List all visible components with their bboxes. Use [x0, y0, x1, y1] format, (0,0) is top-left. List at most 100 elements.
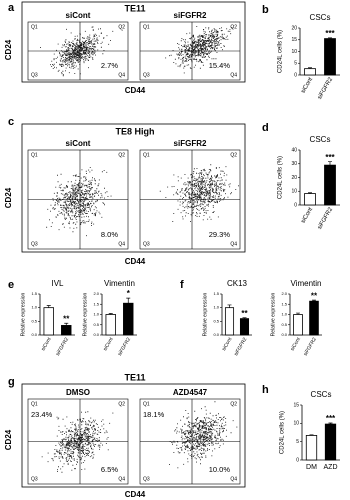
- y-axis-label: Relative expression: [20, 292, 26, 336]
- quadrant-label: Q2: [118, 24, 125, 30]
- plot-label: siFGFR2: [174, 11, 207, 20]
- panel-frame: [21, 123, 246, 253]
- plot-label: siCont: [66, 139, 91, 148]
- error-bar: [242, 317, 247, 319]
- y-axis-label: CD24L cells (%): [278, 156, 284, 199]
- x-tick-label: siCont: [290, 336, 303, 352]
- y-tick-label: 0.0: [93, 332, 99, 337]
- quadrant-label: Q4: [118, 476, 125, 482]
- significance: *: [127, 289, 131, 298]
- y-tick-label: 0.5: [93, 322, 99, 327]
- panel-title: TE8 High: [115, 126, 154, 136]
- y-tick-label: 1.0: [93, 312, 99, 317]
- panel-letter: e: [8, 279, 14, 291]
- panel-title: TE11: [124, 3, 145, 13]
- chart-title: CSCs: [311, 390, 332, 399]
- y-axis-label: Relative expression: [202, 292, 208, 336]
- y-tick-label: 0.5: [31, 318, 37, 323]
- x-axis-label: CD44: [125, 490, 146, 499]
- y-tick-label: 30: [291, 161, 297, 167]
- bar: [304, 193, 316, 206]
- quadrant-label: Q1: [31, 401, 38, 407]
- x-tick-label: siFGFR2: [233, 336, 248, 357]
- quadrant-label: Q3: [143, 476, 150, 482]
- quadrant-percent: 8.0%: [101, 230, 118, 239]
- quadrant-label: Q3: [31, 241, 38, 247]
- bar: [293, 314, 303, 336]
- error-bar: [308, 67, 312, 69]
- error-bar: [328, 37, 332, 39]
- y-tick-label: 0.5: [281, 322, 287, 327]
- y-tick-label: 1.0: [213, 305, 219, 310]
- y-tick-label: 0: [296, 457, 299, 463]
- bar: [324, 423, 337, 461]
- panel-title: TE11: [124, 372, 145, 382]
- y-tick-label: 15: [293, 402, 299, 408]
- x-tick-label: siCont: [300, 207, 314, 225]
- panel-letter: b: [262, 4, 269, 16]
- quadrant-label: Q2: [230, 401, 237, 407]
- y-axis-label: CD24: [4, 429, 13, 450]
- y-tick-label: 40: [291, 147, 297, 153]
- y-tick-label: 0: [294, 72, 297, 78]
- y-axis-label: CD24: [4, 187, 13, 208]
- y-axis-label: Relative expression: [270, 292, 276, 336]
- y-tick-label: 2.0: [93, 291, 99, 296]
- plot-label: DMSO: [66, 388, 90, 397]
- error-bar: [328, 161, 332, 166]
- error-bar: [309, 434, 314, 436]
- y-tick-label: 1.5: [31, 291, 37, 296]
- panel-letter: f: [180, 279, 184, 291]
- y-axis-label: CD24L cells (%): [278, 30, 284, 73]
- y-tick-label: 1.0: [31, 305, 37, 310]
- quadrant-percent: 29.3%: [209, 230, 231, 239]
- plot-label: siCont: [66, 11, 91, 20]
- quadrant-label: Q1: [143, 152, 150, 158]
- y-tick-label: 5: [294, 61, 297, 67]
- y-tick-label: 0.5: [213, 318, 219, 323]
- y-tick-label: 5: [296, 439, 299, 445]
- quadrant-label: Q4: [230, 241, 237, 247]
- bar: [123, 302, 134, 336]
- event-cloud: [40, 26, 123, 77]
- event-cloud: [46, 167, 112, 237]
- y-axis-label: CD24L cells (%): [280, 411, 286, 454]
- bar: [239, 318, 250, 336]
- y-tick-label: 10: [293, 421, 299, 427]
- y-tick-label: 1.5: [281, 301, 287, 306]
- bar: [309, 300, 319, 336]
- chart-title: Vimentin: [291, 279, 322, 288]
- quadrant-label: Q1: [143, 24, 150, 30]
- panel-letter: g: [8, 376, 15, 388]
- quadrant-label: Q1: [143, 401, 150, 407]
- significance: ***: [325, 153, 335, 162]
- bar: [324, 164, 336, 206]
- chart-title: CK13: [227, 279, 248, 288]
- plot-label: AZD4547: [173, 388, 208, 397]
- significance: **: [241, 309, 248, 318]
- error-bar: [227, 304, 232, 308]
- quadrant-percent: 15.4%: [209, 61, 231, 70]
- x-axis-label: CD44: [125, 86, 146, 95]
- error-bar: [296, 312, 300, 315]
- significance: ***: [325, 29, 335, 38]
- error-bar: [312, 299, 316, 302]
- quadrant-label: Q2: [230, 152, 237, 158]
- x-tick-label: siFGFR2: [55, 336, 70, 357]
- quadrant-label: Q3: [143, 241, 150, 247]
- bar: [224, 307, 235, 336]
- y-tick-label: 1.0: [281, 312, 287, 317]
- event-cloud: [41, 411, 114, 473]
- y-tick-label: 0.0: [31, 332, 37, 337]
- chart-title: Vimentin: [104, 279, 135, 288]
- significance: **: [63, 314, 70, 323]
- quadrant-label: Q3: [143, 72, 150, 78]
- panel-letter: d: [262, 122, 269, 134]
- x-tick-label: siFGFR2: [317, 76, 335, 100]
- error-bar: [46, 305, 51, 308]
- y-tick-label: 1.5: [213, 291, 219, 296]
- quadrant-label: Q4: [230, 476, 237, 482]
- y-axis-label: Relative expression: [82, 292, 88, 336]
